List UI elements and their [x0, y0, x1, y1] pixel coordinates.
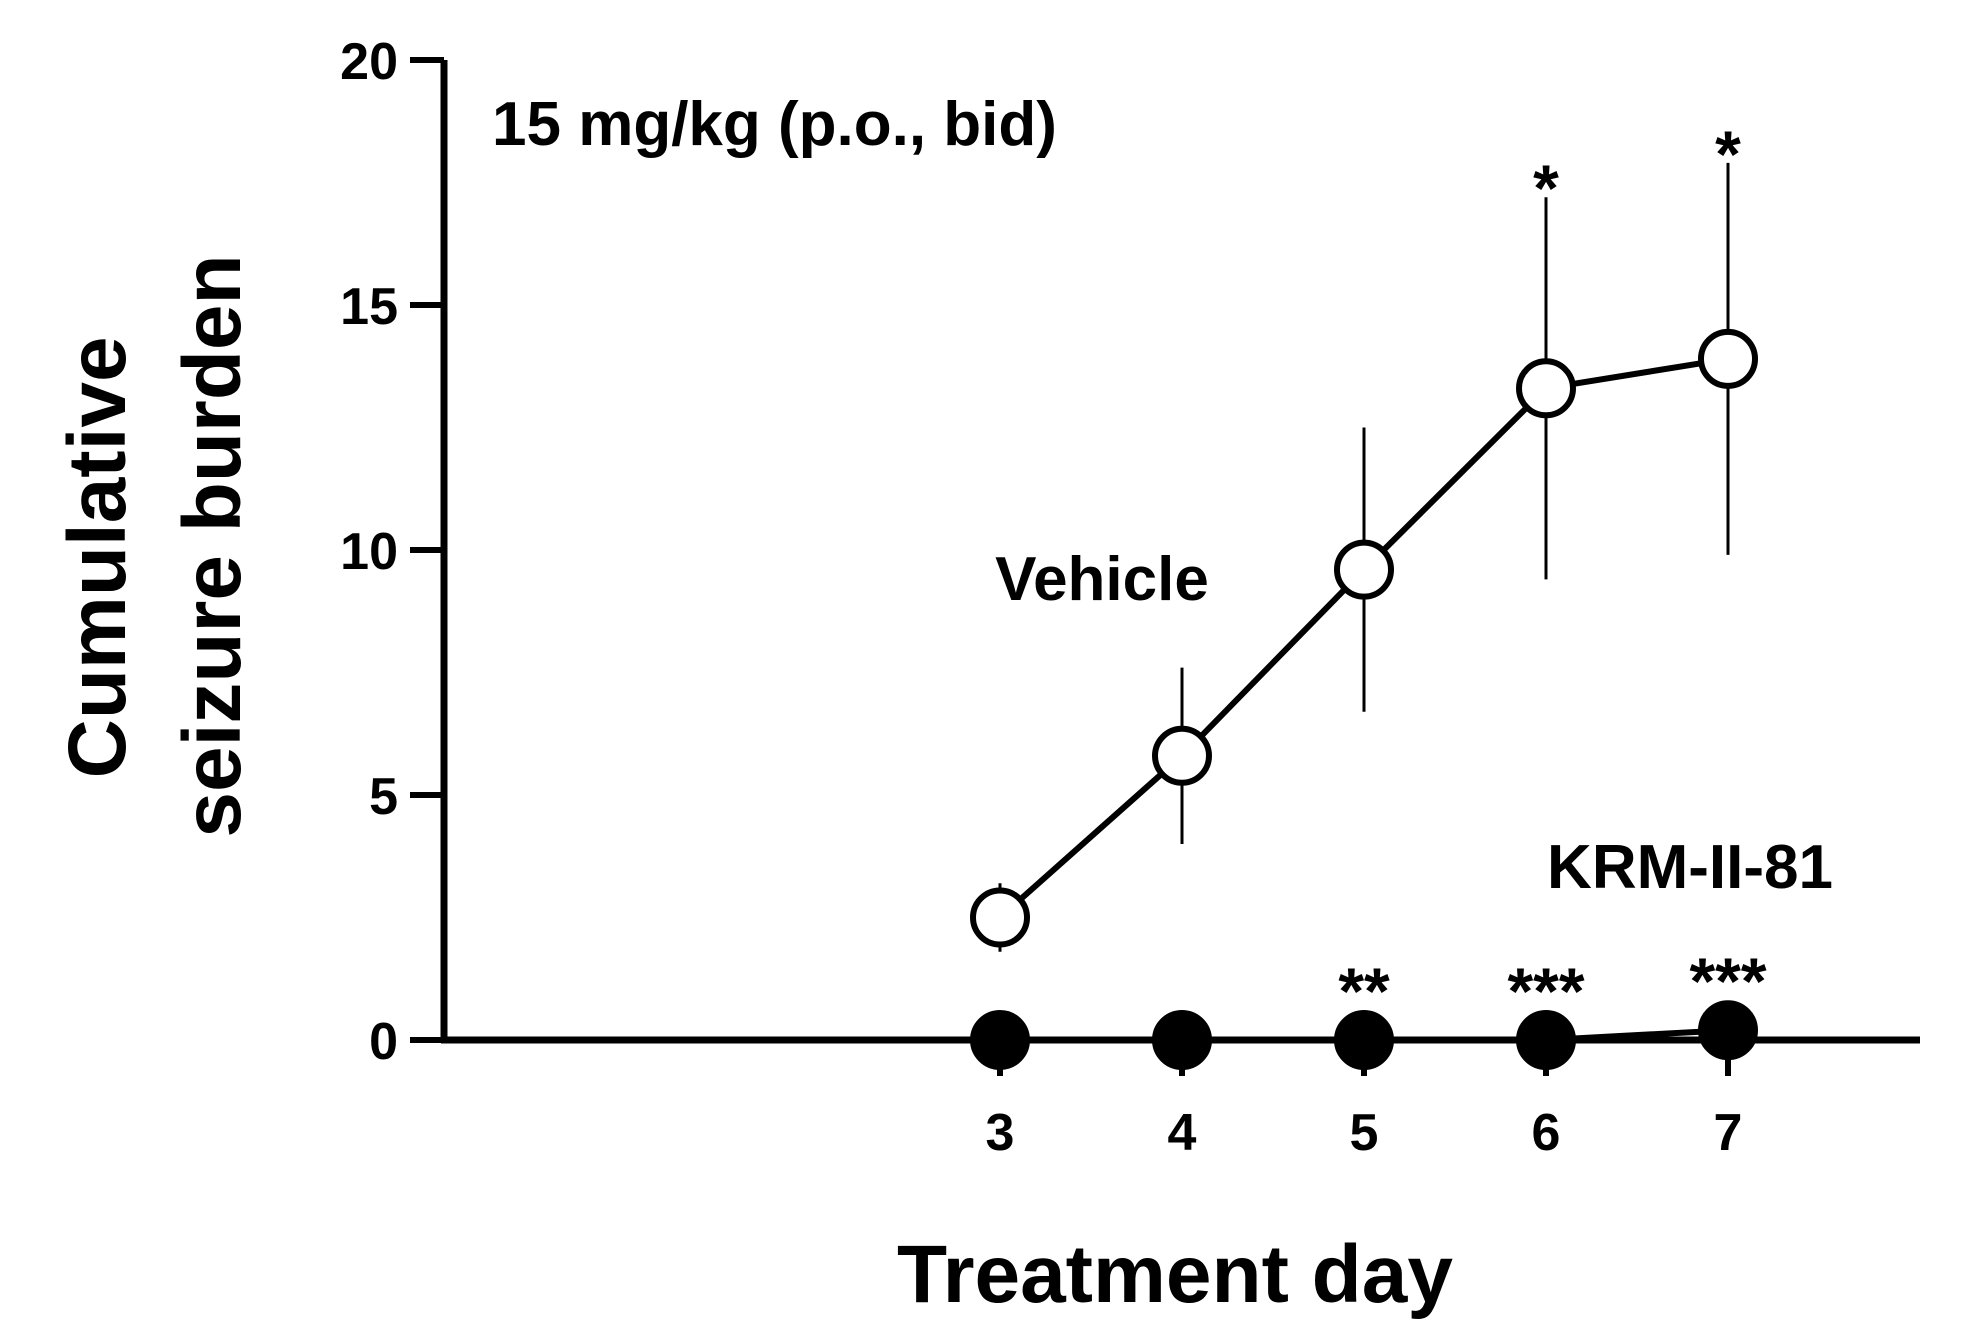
data-point-open	[1152, 725, 1212, 786]
significance-mark: ***	[1689, 944, 1766, 1018]
series-label-vehicle: Vehicle	[995, 545, 1209, 614]
x-tick-label: 7	[1714, 1104, 1743, 1162]
y-tick-label: 15	[340, 278, 398, 336]
data-point-filled	[970, 1010, 1030, 1070]
data-point-open	[1334, 539, 1394, 600]
y-axis-title: Cumulative seizure burden	[52, 254, 258, 837]
significance-mark: *	[1533, 151, 1559, 225]
significance-mark: *	[1715, 117, 1741, 191]
data-point-filled	[1698, 1000, 1758, 1061]
significance-mark: **	[1338, 954, 1390, 1028]
x-axis-title: Treatment day	[897, 1229, 1453, 1320]
y-tick-label: 10	[340, 523, 398, 581]
chart-annotation: 15 mg/kg (p.o., bid)	[492, 90, 1057, 159]
significance-mark: ***	[1507, 954, 1584, 1028]
data-point-filled	[1334, 1010, 1394, 1070]
series-label-krm: KRM-II-81	[1547, 833, 1833, 902]
data-point-open	[1516, 358, 1576, 419]
y-axis-title-line-2: seizure burden	[167, 254, 258, 837]
x-tick-label: 3	[986, 1104, 1015, 1162]
data-point-filled	[1516, 1010, 1576, 1070]
y-tick-label: 0	[369, 1013, 398, 1071]
y-tick-label: 20	[340, 33, 398, 91]
x-tick-label: 6	[1532, 1104, 1561, 1162]
y-tick-label: 5	[369, 768, 398, 826]
x-tick-label: 5	[1350, 1104, 1379, 1162]
x-tick-label: 4	[1168, 1104, 1197, 1162]
data-point-filled	[1152, 1010, 1212, 1070]
data-point-open	[970, 887, 1030, 948]
y-axis-title-line-1: Cumulative	[52, 336, 143, 778]
data-point-open	[1698, 328, 1758, 389]
